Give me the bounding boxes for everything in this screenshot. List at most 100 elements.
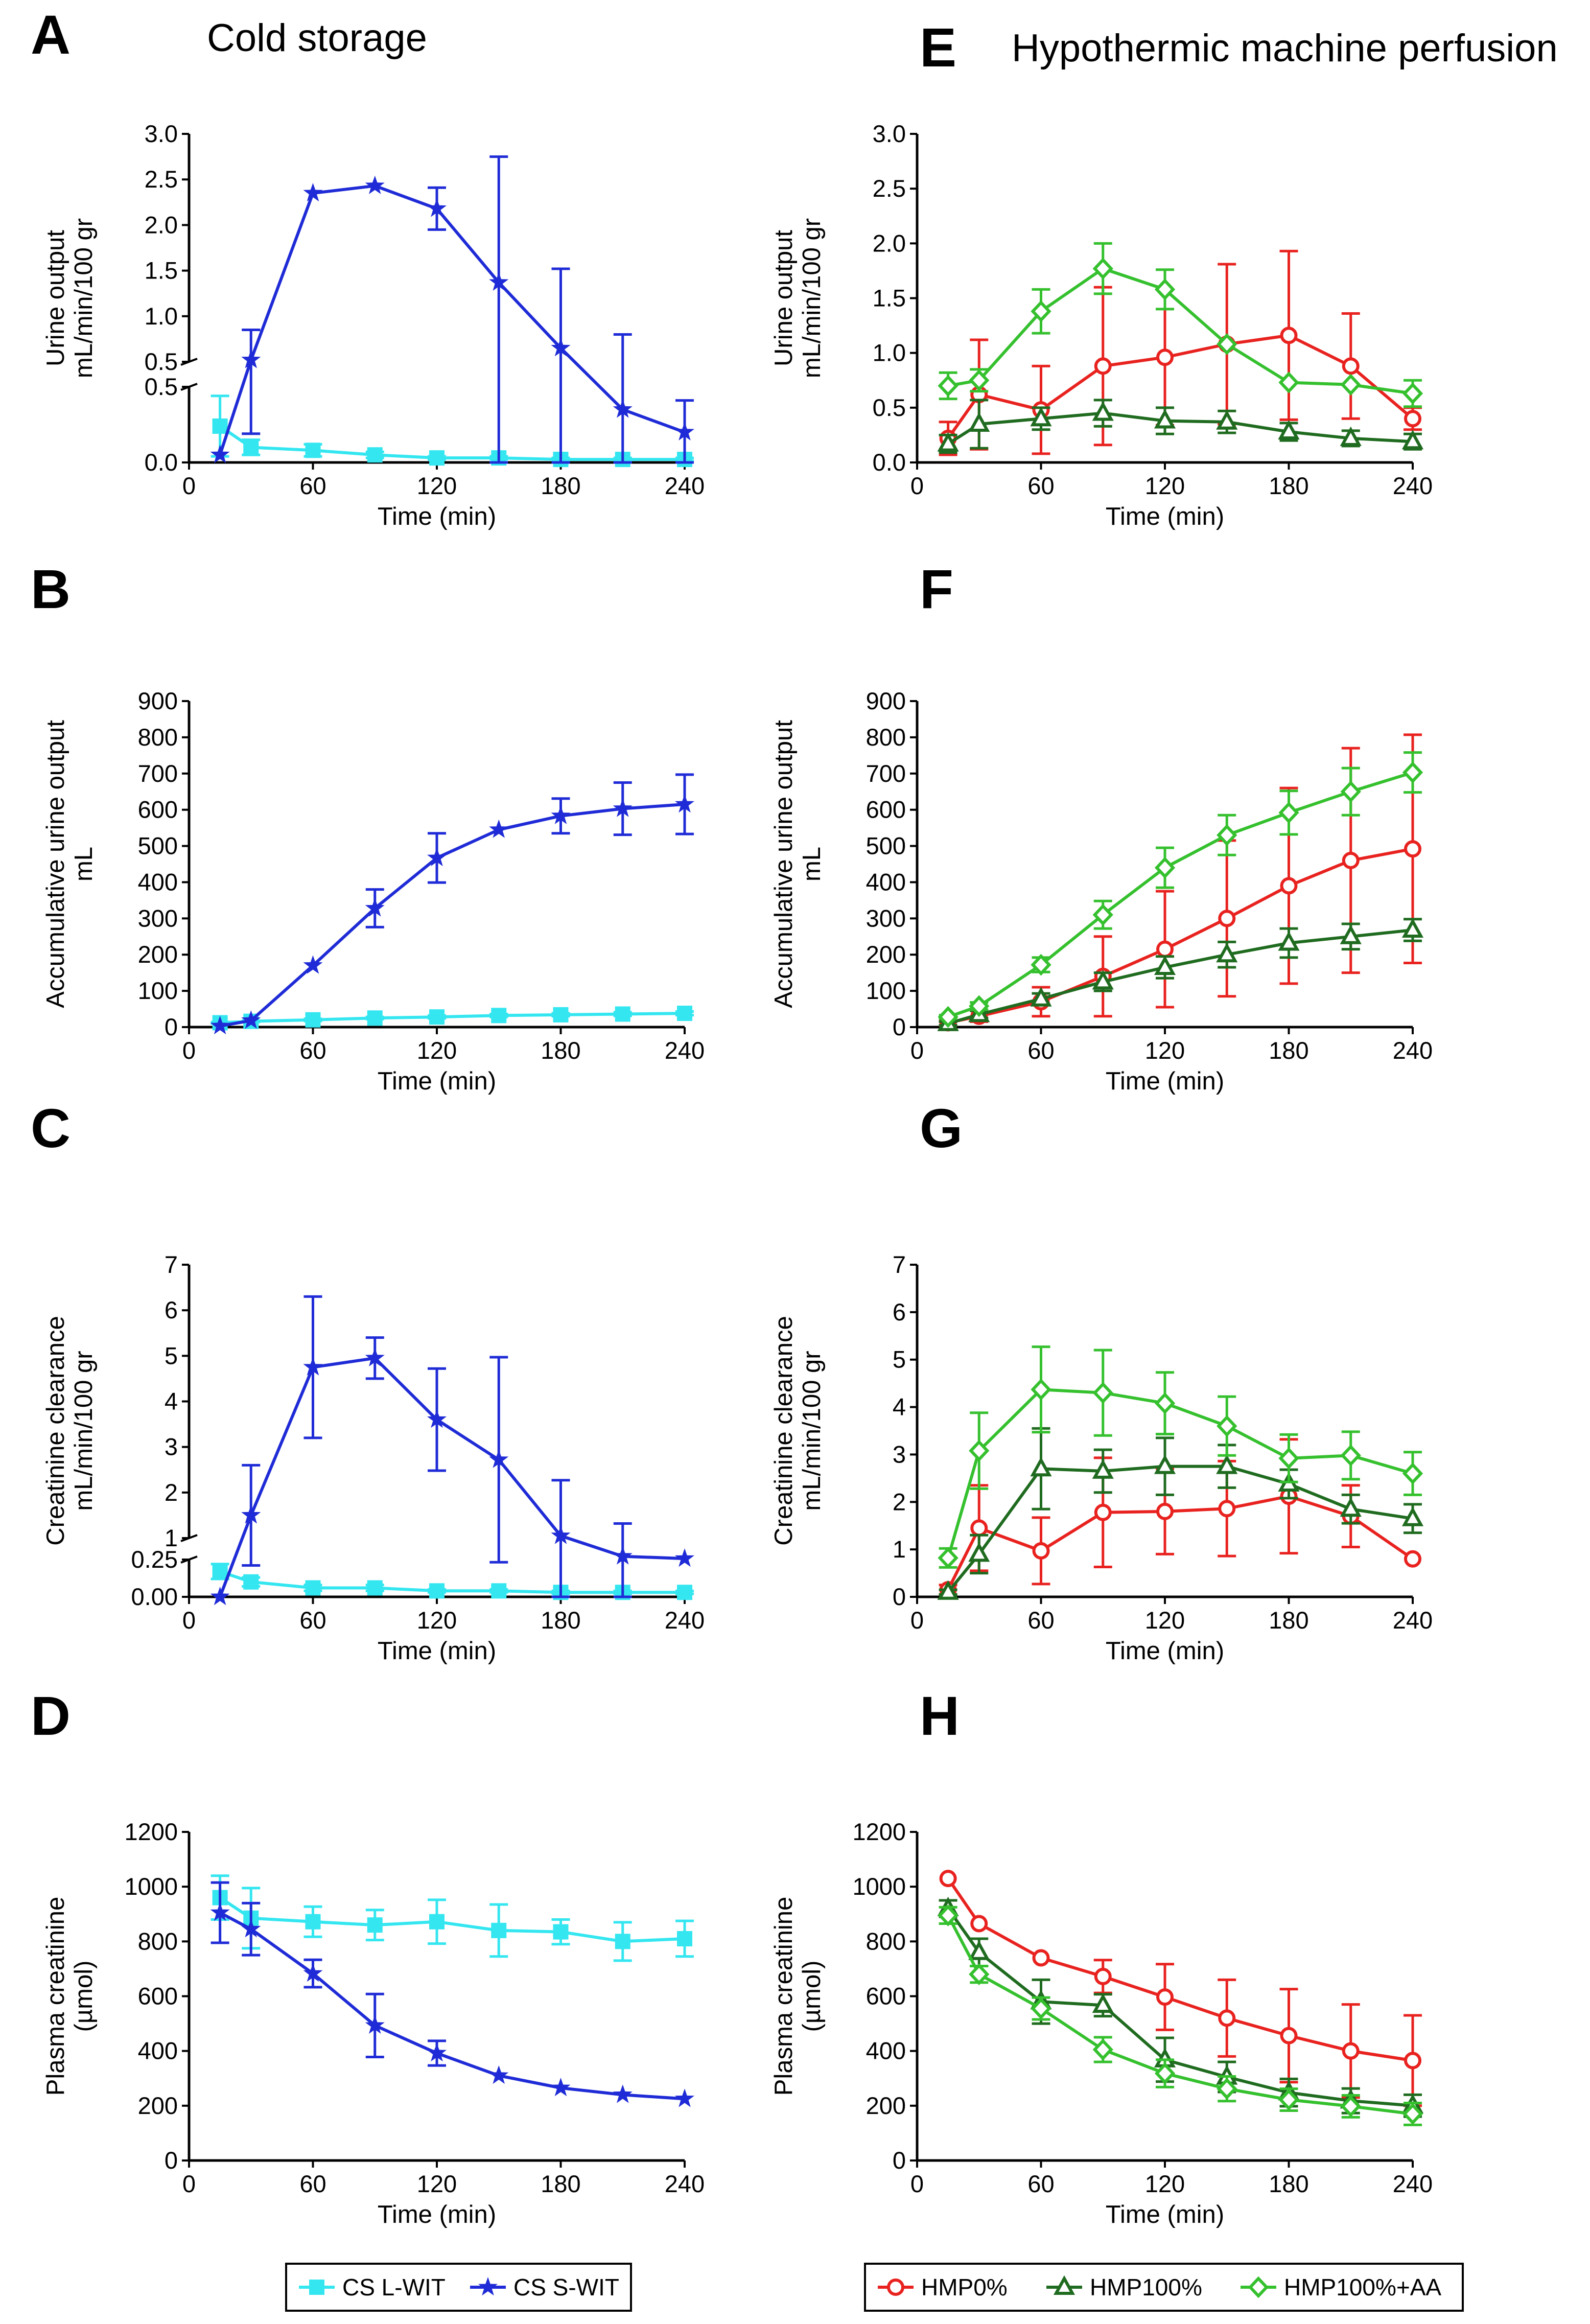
data-point <box>1154 955 1176 975</box>
data-point <box>243 439 259 455</box>
legend-right: HMP0% HMP100% HMP100%+AA <box>864 2263 1464 2312</box>
panel-letter-b: B <box>31 558 71 620</box>
legend-label: CS L-WIT <box>342 2274 446 2300</box>
data-point <box>1216 410 1238 430</box>
data-point <box>365 1347 385 1366</box>
x-tick-label: 0 <box>182 1607 196 1634</box>
data-point <box>968 1542 990 1562</box>
data-point <box>243 1574 259 1590</box>
y-tick-label: 200 <box>138 941 178 968</box>
data-point <box>1092 1382 1113 1404</box>
data-point <box>212 1564 228 1579</box>
y-tick-label: 0.5 <box>873 394 906 421</box>
data-point <box>303 955 323 974</box>
data-point <box>305 1580 321 1596</box>
x-tick-label: 120 <box>1145 1607 1185 1634</box>
y-tick-label: 800 <box>866 1927 906 1955</box>
data-point <box>491 1583 507 1599</box>
y-axis-title: mL/min/100 gr <box>798 218 826 378</box>
data-point <box>1092 401 1114 421</box>
y-tick-label: 2.5 <box>873 175 906 202</box>
data-point <box>551 2078 571 2097</box>
data-point <box>1278 2088 1299 2111</box>
legend-item: HMP0% <box>878 2274 1008 2300</box>
heading-hmp: Hypothermic machine perfusion <box>1012 27 1558 70</box>
panel-letter-e: E <box>920 16 956 78</box>
data-point <box>429 1009 445 1025</box>
x-tick-label: 120 <box>1145 2170 1185 2197</box>
x-axis-title: Time (min) <box>378 1637 496 1665</box>
legend-label: HMP0% <box>921 2274 1008 2300</box>
x-tick-label: 60 <box>299 2170 326 2197</box>
series-hmp100- <box>937 399 1424 454</box>
x-tick-label: 0 <box>182 2170 196 2197</box>
panel-letter-c: C <box>31 1097 71 1159</box>
data-point <box>551 338 571 357</box>
data-point <box>1401 430 1424 450</box>
x-tick-label: 180 <box>1269 1037 1308 1064</box>
x-axis-title: Time (min) <box>1106 2201 1224 2228</box>
data-point <box>1094 1967 1112 1985</box>
y-axis-title: Creatinine clearance <box>42 1316 69 1545</box>
y-tick-label: 1200 <box>852 1818 906 1845</box>
data-point <box>551 1525 571 1544</box>
data-point <box>1216 1454 1238 1474</box>
legend-marker <box>1248 2276 1269 2298</box>
legend-marker <box>478 2277 498 2296</box>
data-point <box>1156 940 1174 958</box>
y-tick-label: 6 <box>893 1298 906 1326</box>
data-point <box>969 1439 990 1462</box>
data-point <box>1280 327 1298 344</box>
x-axis-title: Time (min) <box>1106 1067 1224 1095</box>
y-tick-label: 2 <box>893 1488 906 1515</box>
data-point <box>210 1015 230 1035</box>
y-axis-title: Accumulative urine output <box>770 720 798 1008</box>
data-point <box>305 443 321 458</box>
data-point <box>1030 407 1052 427</box>
x-tick-label: 0 <box>910 1037 924 1064</box>
data-point <box>1092 2038 1113 2061</box>
data-point <box>1032 1949 1050 1967</box>
data-point <box>1404 1550 1421 1568</box>
data-point <box>1094 1503 1112 1521</box>
y-axis-title: Plasma creatinine <box>770 1897 798 2096</box>
y-tick-label: 0 <box>893 1013 906 1040</box>
y-axis-title: mL <box>798 847 826 881</box>
panel-letter-f: F <box>920 558 953 620</box>
x-tick-label: 60 <box>299 1037 326 1064</box>
data-point <box>938 1904 958 1926</box>
x-tick-label: 120 <box>417 1037 457 1064</box>
y-tick-label: 900 <box>866 687 906 714</box>
data-point <box>365 175 385 194</box>
legend-marker <box>1053 2275 1075 2295</box>
y-tick-label: 400 <box>138 2037 178 2064</box>
data-point <box>489 1449 509 1468</box>
data-point <box>427 847 447 867</box>
data-point <box>1218 1500 1236 1518</box>
data-point <box>305 1914 321 1930</box>
y-tick-label: 300 <box>866 904 906 932</box>
data-point <box>1154 409 1176 429</box>
y-axis-title: (µmol) <box>798 1961 826 2032</box>
series-cs-l-wit <box>211 1006 694 1031</box>
y-tick-label: 0 <box>893 2147 906 2174</box>
data-point <box>1280 2027 1298 2044</box>
y-axis-title: Accumulative urine output <box>42 720 69 1008</box>
data-point <box>303 1963 323 1982</box>
y-axis-title: Urine output <box>770 230 798 366</box>
data-point <box>365 898 385 917</box>
y-tick-label: 2.0 <box>873 229 906 257</box>
y-tick-label: 600 <box>866 796 906 823</box>
data-point <box>1092 970 1114 990</box>
data-point <box>1217 333 1237 355</box>
x-tick-label: 180 <box>541 1607 580 1634</box>
series-cs-s-wit <box>210 155 694 464</box>
y-axis-title: Urine output <box>42 230 69 366</box>
data-point <box>1154 1392 1176 1414</box>
chart-panel-d: D 0 60 120 180 240 0 200 400 600 800 1000 1200 Time (… <box>31 1685 705 2228</box>
data-point <box>1340 1444 1361 1467</box>
y-tick-label: 3 <box>893 1440 906 1468</box>
data-point <box>1092 1993 1114 2013</box>
y-tick-label: 4 <box>893 1393 906 1421</box>
y-tick-label: 600 <box>138 796 178 823</box>
